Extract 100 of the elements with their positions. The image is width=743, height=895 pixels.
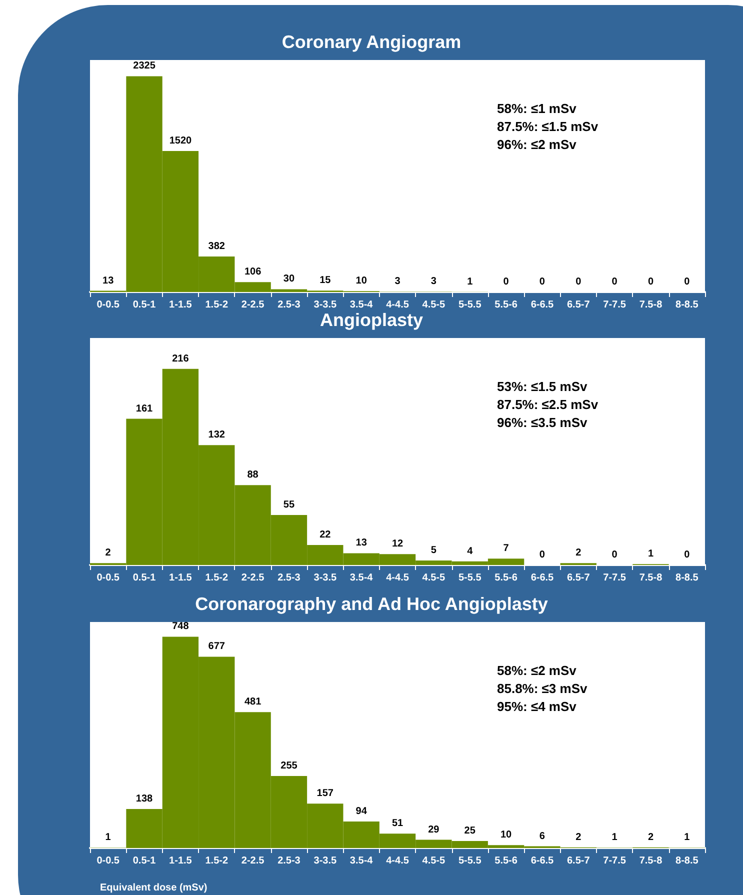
x-tick-label: 8-8.5 bbox=[676, 856, 699, 866]
annotation: 58%: ≤2 mSv bbox=[497, 663, 578, 678]
data-label: 2325 bbox=[133, 60, 156, 72]
data-label: 1 bbox=[612, 832, 618, 844]
data-label: 7 bbox=[503, 543, 510, 554]
x-tick-label: 6-6.5 bbox=[530, 572, 554, 584]
data-label: 55 bbox=[283, 500, 295, 511]
x-tick-label: 7-7.5 bbox=[603, 856, 626, 866]
x-tick-label: 7-7.5 bbox=[603, 300, 626, 310]
data-label: 748 bbox=[172, 621, 190, 632]
data-label: 255 bbox=[280, 760, 298, 772]
data-label: 677 bbox=[208, 641, 226, 652]
data-label: 12 bbox=[392, 538, 404, 550]
x-axis-title: Equivalent dose (mSv) bbox=[100, 882, 208, 894]
data-label: 216 bbox=[172, 353, 190, 364]
x-tick-label: 0-0.5 bbox=[96, 572, 120, 584]
x-tick-label: 6.5-7 bbox=[566, 856, 590, 866]
data-label: 6 bbox=[539, 830, 546, 842]
x-tick-label: 0.5-1 bbox=[132, 856, 156, 866]
x-tick-label: 1.5-2 bbox=[205, 300, 228, 310]
data-label: 1 bbox=[467, 276, 474, 288]
x-tick-label: 6-6.5 bbox=[530, 856, 554, 866]
data-label: 30 bbox=[283, 274, 295, 285]
x-tick-label: 3-3.5 bbox=[314, 300, 337, 310]
x-tick-label: 4-4.5 bbox=[386, 300, 410, 310]
annotation: 95%: ≤4 mSv bbox=[497, 699, 578, 714]
x-tick-label: 1-1.5 bbox=[169, 300, 192, 310]
annotation: 85.8%: ≤3 mSv bbox=[497, 681, 588, 696]
data-label: 3 bbox=[430, 276, 437, 288]
x-tick-label: 5.5-6 bbox=[494, 572, 518, 584]
x-tick-label: 2.5-3 bbox=[278, 856, 301, 866]
x-tick-label: 3.5-4 bbox=[350, 572, 374, 584]
data-label: 2 bbox=[105, 548, 112, 559]
data-label: 0 bbox=[539, 550, 546, 560]
data-label: 0 bbox=[648, 276, 654, 288]
x-tick-label: 8-8.5 bbox=[676, 572, 699, 584]
x-tick-label: 0-0.5 bbox=[96, 300, 120, 310]
data-label: 3 bbox=[394, 276, 401, 288]
data-label: 10 bbox=[500, 830, 512, 841]
x-tick-label: 5.5-6 bbox=[494, 300, 518, 310]
data-label: 1 bbox=[648, 548, 654, 560]
data-label: 382 bbox=[208, 241, 226, 252]
x-tick-label: 5-5.5 bbox=[458, 572, 482, 584]
data-label: 5 bbox=[430, 544, 437, 556]
x-tick-label: 2-2.5 bbox=[241, 300, 265, 310]
annotation: 53%: ≤1.5 mSv bbox=[497, 379, 588, 394]
data-label: 13 bbox=[102, 275, 114, 286]
x-tick-label: 4-4.5 bbox=[386, 856, 410, 866]
x-tick-label: 1.5-2 bbox=[205, 856, 228, 866]
x-tick-label: 6-6.5 bbox=[530, 300, 554, 310]
data-label: 2 bbox=[576, 548, 582, 559]
x-tick-label: 2.5-3 bbox=[278, 300, 301, 310]
x-tick-label: 0-0.5 bbox=[96, 856, 120, 866]
data-label: 0 bbox=[684, 550, 690, 560]
x-tick-label: 2.5-3 bbox=[278, 572, 301, 584]
chart-title: Coronary Angiogram bbox=[282, 32, 462, 52]
x-tick-label: 8-8.5 bbox=[676, 300, 699, 310]
data-label: 157 bbox=[316, 788, 334, 800]
annotation: 58%: ≤1 mSv bbox=[497, 101, 578, 116]
data-label: 22 bbox=[320, 530, 332, 541]
x-tick-label: 7.5-8 bbox=[639, 856, 663, 866]
data-label: 15 bbox=[320, 275, 332, 286]
x-tick-label: 2-2.5 bbox=[241, 572, 265, 584]
data-label: 51 bbox=[392, 818, 404, 830]
data-label: 481 bbox=[244, 696, 262, 708]
data-label: 13 bbox=[356, 538, 368, 549]
x-tick-label: 1-1.5 bbox=[169, 856, 192, 866]
x-tick-label: 7.5-8 bbox=[639, 300, 663, 310]
x-tick-label: 0.5-1 bbox=[132, 572, 156, 584]
chart-title: Angioplasty bbox=[320, 310, 424, 330]
data-label: 29 bbox=[428, 824, 440, 836]
data-label: 0 bbox=[539, 276, 546, 288]
x-tick-label: 5.5-6 bbox=[494, 856, 518, 866]
data-label: 0 bbox=[576, 276, 582, 288]
data-label: 161 bbox=[136, 403, 154, 414]
x-tick-label: 4-4.5 bbox=[386, 572, 410, 584]
x-tick-label: 5-5.5 bbox=[458, 856, 482, 866]
data-label: 132 bbox=[208, 430, 226, 441]
x-tick-label: 4.5-5 bbox=[422, 300, 446, 310]
data-label: 25 bbox=[464, 825, 476, 836]
x-tick-label: 7.5-8 bbox=[639, 572, 663, 584]
x-tick-label: 3-3.5 bbox=[314, 572, 337, 584]
x-tick-label: 3.5-4 bbox=[350, 856, 374, 866]
x-tick-label: 6.5-7 bbox=[566, 300, 590, 310]
x-tick-label: 6.5-7 bbox=[566, 572, 590, 584]
x-tick-label: 4.5-5 bbox=[422, 572, 446, 584]
annotation: 87.5%: ≤2.5 mSv bbox=[497, 397, 599, 412]
x-tick-label: 1-1.5 bbox=[169, 572, 192, 584]
x-tick-label: 5-5.5 bbox=[458, 300, 482, 310]
x-tick-label: 3.5-4 bbox=[350, 300, 374, 310]
data-label: 94 bbox=[356, 806, 368, 817]
annotation: 87.5%: ≤1.5 mSv bbox=[497, 119, 599, 134]
data-label: 1520 bbox=[169, 135, 192, 146]
x-tick-label: 4.5-5 bbox=[422, 856, 446, 866]
data-label: 0 bbox=[684, 276, 690, 288]
x-tick-label: 2-2.5 bbox=[241, 856, 265, 866]
x-tick-label: 0.5-1 bbox=[132, 300, 156, 310]
data-label: 0 bbox=[612, 550, 618, 560]
data-label: 1 bbox=[105, 832, 112, 844]
data-label: 106 bbox=[244, 266, 262, 278]
